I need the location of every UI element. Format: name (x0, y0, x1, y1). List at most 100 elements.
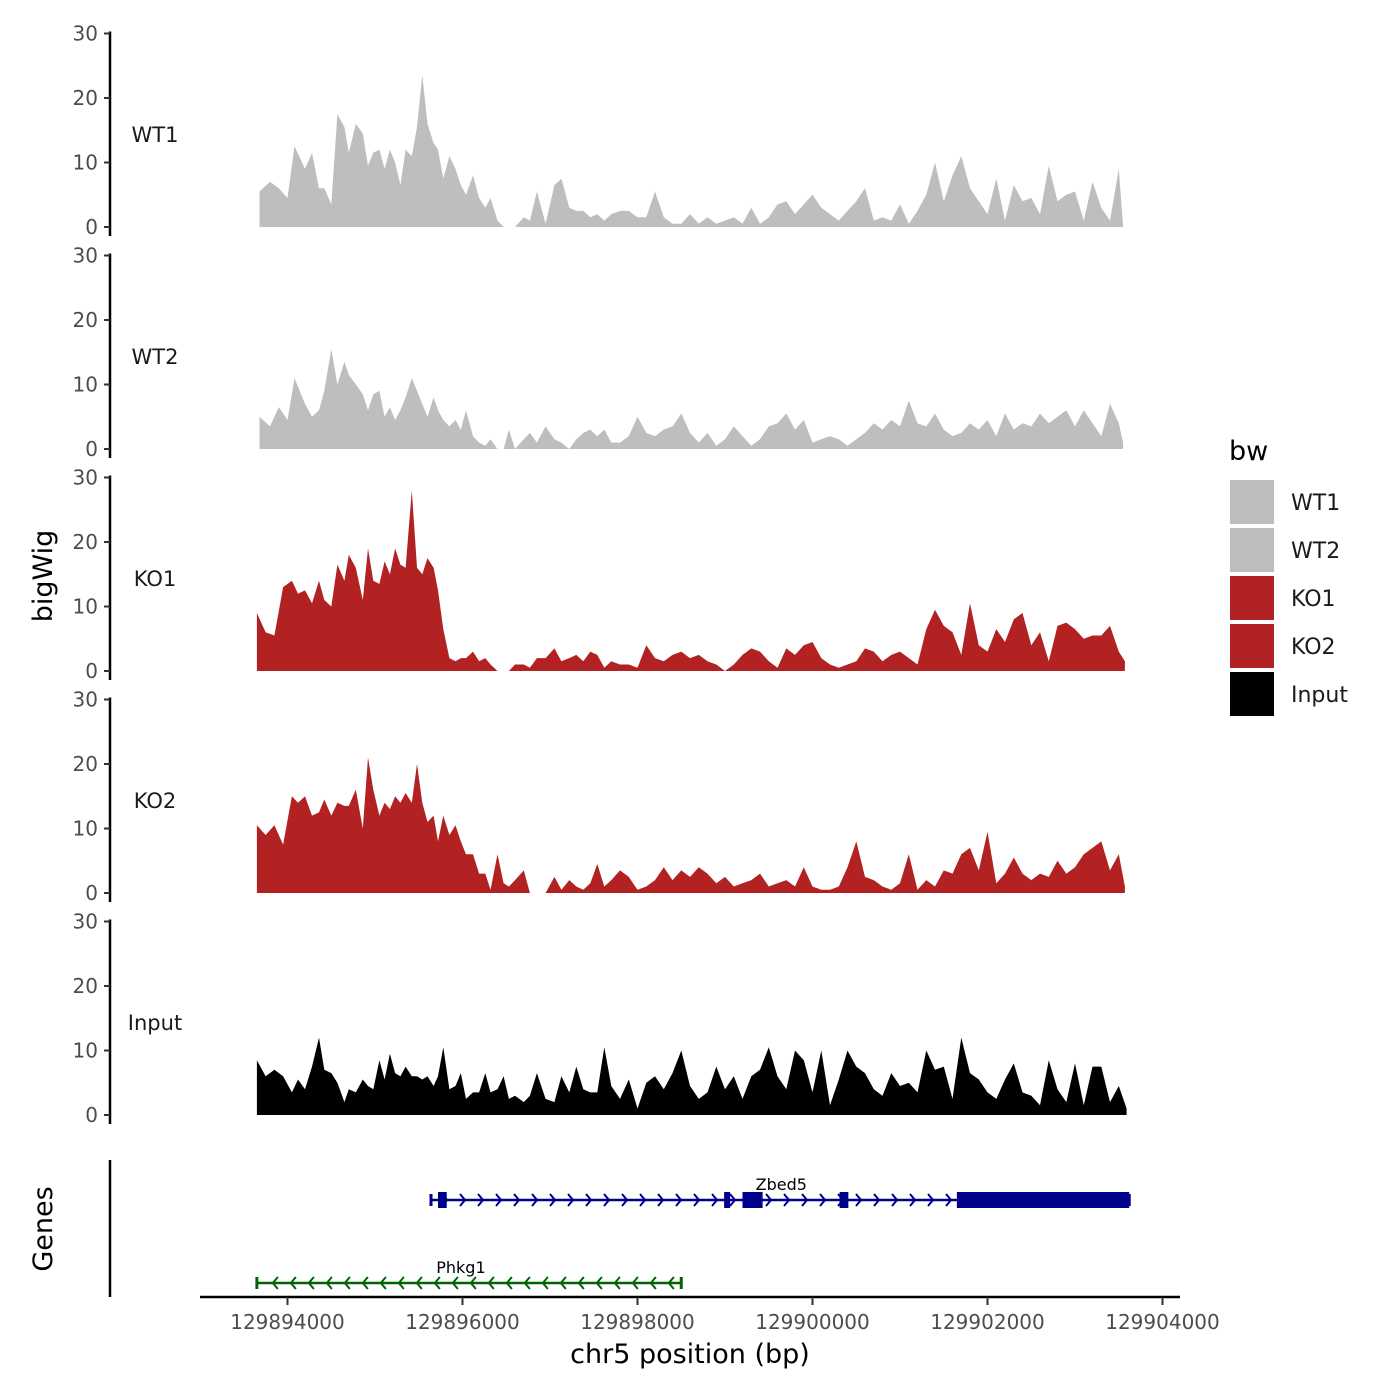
area-ko1 (256, 490, 1125, 671)
strand-chevron (577, 1276, 585, 1290)
strand-chevron (909, 1193, 917, 1207)
legend-title: bw (1229, 436, 1268, 467)
legend-label-wt2: WT2 (1291, 539, 1340, 564)
strand-chevron (945, 1193, 953, 1207)
strand-chevron (477, 1193, 485, 1207)
strand-chevron (585, 1193, 593, 1207)
legend-label-ko1: KO1 (1291, 587, 1336, 612)
strand-chevron (801, 1193, 809, 1207)
legend-key-ko1 (1230, 576, 1274, 620)
strand-chevron (361, 1276, 369, 1290)
genes-axis-title: Genes (28, 1186, 59, 1271)
genes-panel: Zbed5 Phkg1 (108, 1160, 1131, 1297)
strand-chevron (819, 1193, 827, 1207)
exon (839, 1192, 849, 1208)
x-tick-label: 129904000 (1105, 1310, 1220, 1334)
track-wt1: 0 10 20 30 WT1 (73, 22, 1124, 239)
y-tick-label: 20 (73, 530, 98, 554)
track-ko2: 0 10 20 30 KO2 (73, 688, 1125, 905)
strand-chevron (541, 1276, 549, 1290)
exon (438, 1192, 447, 1208)
y-tick-label: 10 (73, 373, 98, 397)
strand-chevron (487, 1276, 495, 1290)
strand-chevron (531, 1193, 539, 1207)
strand-chevron (621, 1193, 629, 1207)
y-axis-title: bigWig (28, 530, 59, 623)
area-input (256, 1037, 1127, 1115)
track-ko1: 0 10 20 30 KO1 (73, 466, 1125, 683)
strand-chevron (927, 1193, 935, 1207)
strand-chevron (469, 1276, 477, 1290)
track-label: KO1 (134, 567, 177, 591)
strand-chevron (711, 1193, 719, 1207)
strand-chevron (505, 1276, 513, 1290)
legend-key-wt2 (1230, 528, 1274, 572)
gene-zbed5: Zbed5 (429, 1175, 1131, 1208)
track-label: WT2 (132, 345, 179, 369)
strand-chevron (567, 1193, 575, 1207)
y-tick-label: 0 (85, 1103, 98, 1127)
x-axis: 129894000 129896000 129898000 129900000 1299… (200, 1295, 1220, 1334)
strand-chevron (649, 1276, 657, 1290)
exon (956, 1192, 1130, 1208)
x-axis-title: chr5 position (bp) (570, 1339, 810, 1370)
strand-chevron (873, 1193, 881, 1207)
y-tick-label: 0 (85, 659, 98, 683)
strand-chevron (595, 1276, 603, 1290)
strand-chevron (891, 1193, 899, 1207)
y-tick-label: 30 (73, 910, 98, 934)
legend: bw WT1 WT2 KO1 KO2 Input (1229, 436, 1348, 716)
y-tick-label: 20 (73, 308, 98, 332)
strand-chevron (289, 1276, 297, 1290)
strand-chevron (459, 1193, 467, 1207)
strand-chevron (513, 1193, 521, 1207)
legend-key-wt1 (1230, 480, 1274, 524)
strand-chevron (325, 1276, 333, 1290)
strand-chevron (693, 1193, 701, 1207)
x-tick-label: 129898000 (580, 1310, 695, 1334)
exon (724, 1192, 731, 1208)
gene-label: Zbed5 (756, 1175, 807, 1194)
gene-phkg1: Phkg1 (255, 1258, 683, 1290)
area-wt1 (259, 75, 1124, 228)
strand-chevron (765, 1193, 773, 1207)
strand-chevron (271, 1276, 279, 1290)
strand-chevron (639, 1193, 647, 1207)
strand-chevron (343, 1276, 351, 1290)
y-tick-label: 0 (85, 215, 98, 239)
strand-chevron (729, 1193, 737, 1207)
strand-chevron (379, 1276, 387, 1290)
y-tick-label: 30 (73, 244, 98, 268)
track-wt2: 0 10 20 30 WT2 (73, 244, 1124, 461)
x-tick-label: 129900000 (755, 1310, 870, 1334)
strand-chevron (433, 1276, 441, 1290)
strand-chevron (523, 1276, 531, 1290)
strand-chevron (657, 1193, 665, 1207)
y-tick-label: 10 (73, 595, 98, 619)
strand-chevron (855, 1193, 863, 1207)
strand-chevron (307, 1276, 315, 1290)
y-tick-label: 0 (85, 881, 98, 905)
strand-chevron (415, 1276, 423, 1290)
y-tick-label: 20 (73, 974, 98, 998)
y-tick-label: 30 (73, 466, 98, 490)
x-tick-label: 129896000 (405, 1310, 520, 1334)
strand-chevron (549, 1193, 557, 1207)
legend-label-ko2: KO2 (1291, 635, 1336, 660)
y-tick-label: 0 (85, 437, 98, 461)
area-ko2 (256, 757, 1125, 893)
strand-chevron (397, 1276, 405, 1290)
strand-chevron (495, 1193, 503, 1207)
legend-key-ko2 (1230, 624, 1274, 668)
y-tick-label: 10 (73, 151, 98, 175)
strand-chevron (613, 1276, 621, 1290)
track-label: KO2 (134, 789, 177, 813)
y-tick-label: 20 (73, 752, 98, 776)
y-tick-label: 30 (73, 688, 98, 712)
strand-chevron (667, 1276, 675, 1290)
strand-chevron (783, 1193, 791, 1207)
gene-label: Phkg1 (436, 1258, 485, 1277)
legend-label-wt1: WT1 (1291, 491, 1340, 516)
strand-chevron (631, 1276, 639, 1290)
